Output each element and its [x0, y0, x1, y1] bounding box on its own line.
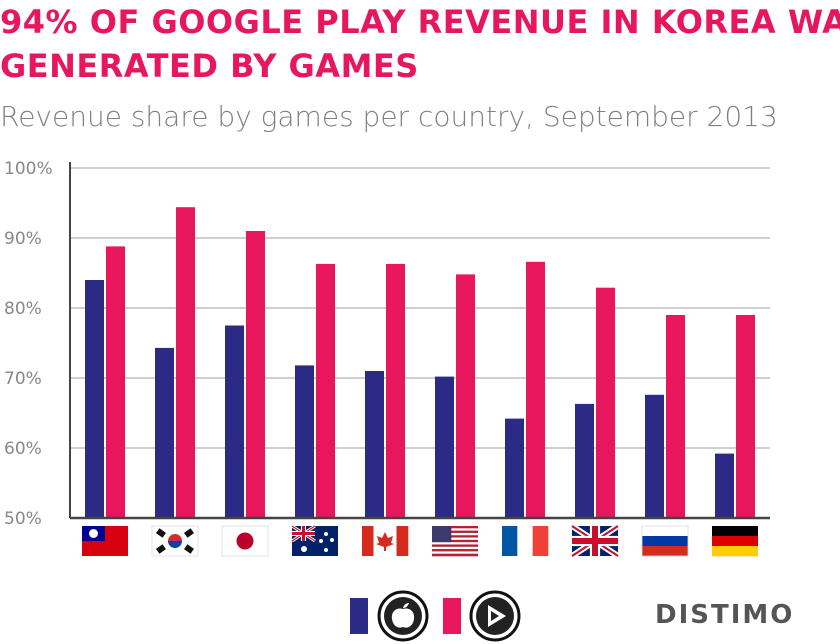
- flag-united-states-icon: United States: [432, 526, 478, 557]
- bar-ios-australia: [295, 365, 314, 518]
- bar-google_play-taiwan: [106, 246, 125, 518]
- y-tick-label: 60%: [4, 439, 42, 459]
- y-tick-label: 80%: [4, 299, 42, 319]
- bar-ios-united-kingdom: [575, 403, 594, 518]
- play-icon: [469, 590, 521, 642]
- chart-title: 94% OF GOOGLE PLAY REVENUE IN KOREA WAS …: [0, 0, 840, 88]
- bars: [85, 207, 755, 518]
- bar-ios-united-states: [435, 376, 454, 518]
- bar-google_play-france: [526, 261, 545, 518]
- title-line-1: 94% OF GOOGLE PLAY REVENUE IN KOREA WAS: [0, 3, 840, 41]
- bar-ios-japan: [225, 325, 244, 518]
- bar-google_play-japan: [246, 231, 265, 518]
- x-axis-flags: Taiwan South Korea Japan Australia Canada Uni…: [82, 523, 758, 559]
- bar-google_play-united-kingdom: [596, 287, 615, 518]
- bar-google_play-united-states: [456, 274, 475, 518]
- distimo-logo: DISTIMO: [655, 600, 795, 630]
- bar-google_play-germany: [736, 315, 755, 518]
- gridlines: [70, 167, 770, 449]
- bar-ios-germany: [715, 453, 734, 518]
- flag-south-korea-icon: South Korea: [151, 525, 199, 557]
- legend-swatch-google-play: [443, 598, 461, 634]
- bar-ios-russia: [645, 394, 664, 518]
- bar-ios-south-korea: [155, 347, 174, 518]
- bar-ios-taiwan: [85, 280, 104, 518]
- flag-japan-icon: Japan: [221, 525, 269, 557]
- flag-russia-icon: Russia: [641, 525, 689, 557]
- flag-canada-icon: Canada: [362, 526, 409, 556]
- y-tick-label: 50%: [4, 509, 42, 529]
- legend-swatch-ios: [350, 598, 368, 634]
- bar-ios-france: [505, 418, 524, 518]
- bar-google_play-russia: [666, 315, 685, 518]
- flag-united-kingdom-icon: United Kingdom: [570, 523, 620, 559]
- legend: [350, 590, 521, 642]
- bar-google_play-australia: [316, 263, 335, 518]
- title-line-2: GENERATED BY GAMES: [0, 47, 419, 85]
- bar-google_play-canada: [386, 263, 405, 518]
- y-tick-label: 90%: [4, 229, 42, 249]
- bar-google_play-south-korea: [176, 207, 195, 518]
- y-tick-label: 100%: [4, 159, 53, 179]
- flag-australia-icon: Australia: [291, 524, 338, 556]
- flag-taiwan-icon: Taiwan: [82, 526, 128, 556]
- bar-ios-canada: [365, 371, 384, 518]
- apple-icon: [377, 590, 429, 642]
- chart-subtitle: Revenue share by games per country, Sept…: [0, 100, 778, 133]
- flag-germany-icon: Germany: [712, 526, 758, 557]
- y-tick-label: 70%: [4, 369, 42, 389]
- flag-france-icon: France: [502, 526, 549, 556]
